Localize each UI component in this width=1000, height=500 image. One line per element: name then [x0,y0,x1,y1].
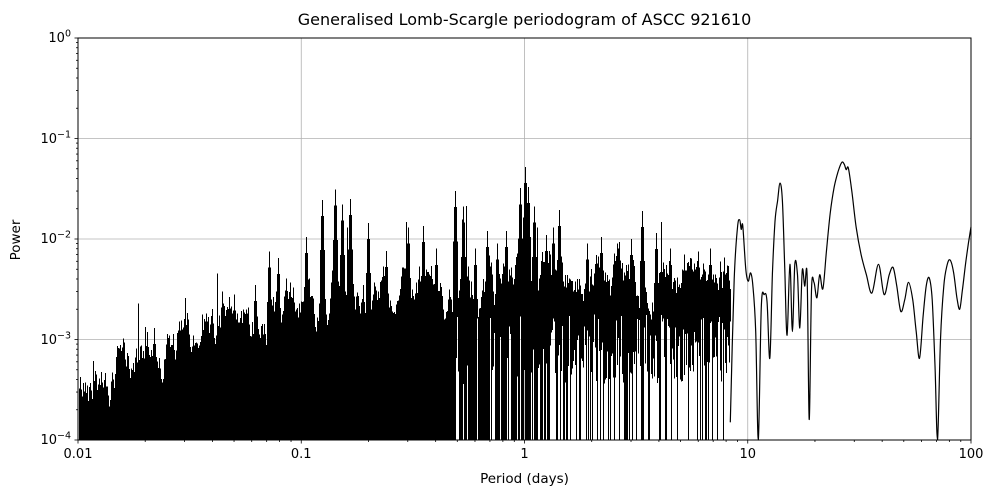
y-tick-label: 10−1 [40,128,71,147]
x-tick-label: 100 [958,447,984,462]
x-axis-label: Period (days) [480,471,569,487]
resolved-curve [729,161,972,441]
x-tick-label: 1 [520,447,529,462]
y-tick-label: 10−3 [40,329,71,348]
y-tick-label: 100 [48,28,71,46]
y-tick-label: 10−2 [40,229,71,247]
dense-spike-forest [79,167,731,440]
y-tick-label: 10−4 [40,430,71,448]
x-tick-label: 10 [739,447,757,462]
x-tick-label: 0.1 [290,447,312,462]
chart-title: Generalised Lomb-Scargle periodogram of … [297,10,752,29]
x-tick-label: 0.01 [63,447,93,462]
y-axis-label: Power [8,219,24,261]
axes-frame [77,37,972,441]
